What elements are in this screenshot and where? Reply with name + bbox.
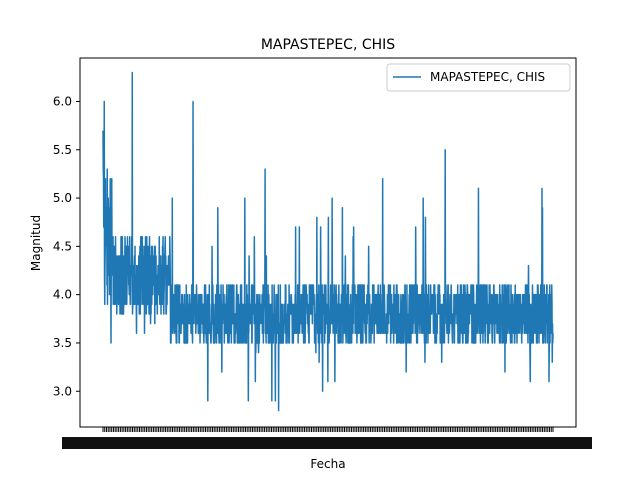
y-axis-label: Magnitud [29, 215, 43, 271]
legend-box [386, 63, 571, 92]
y-tick-label: 5.5 [53, 143, 72, 157]
chart-title: MAPASTEPEC, CHIS [261, 37, 395, 53]
y-tick-label: 3.5 [53, 336, 72, 350]
x-tick-labels-overlap [62, 437, 592, 449]
y-tick-label: 5.0 [53, 191, 72, 205]
y-tick-label: 6.0 [53, 94, 72, 108]
legend: MAPASTEPEC, CHIS [386, 63, 571, 92]
y-tick-label: 4.5 [53, 239, 72, 253]
series-layer [102, 71, 554, 412]
legend-label: MAPASTEPEC, CHIS [430, 70, 545, 84]
series-line-mapastepec [102, 71, 554, 412]
x-axis-label: Fecha [310, 457, 345, 471]
y-tick-label: 4.0 [53, 288, 72, 302]
y-tick-label: 3.0 [53, 384, 72, 398]
y-axis: 3.0 3.5 4.0 4.5 5.0 5.5 6.0 [53, 94, 80, 398]
x-axis [62, 427, 592, 449]
axes-frame [79, 57, 577, 428]
